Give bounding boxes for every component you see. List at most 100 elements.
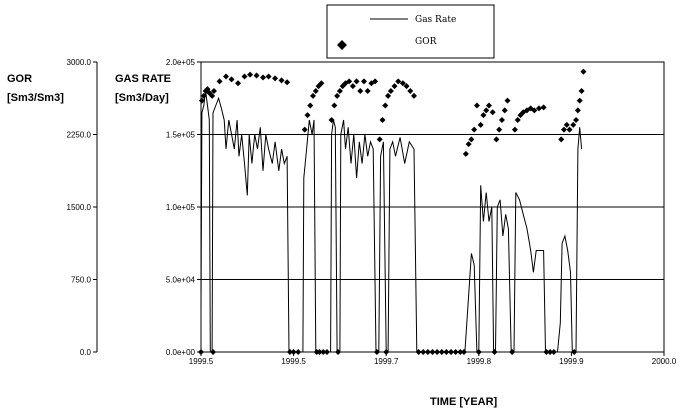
gor-point — [387, 88, 394, 94]
rate-tick-label-0: 2.0e+05 — [166, 58, 196, 67]
gor-point — [307, 102, 314, 109]
gor-point — [483, 107, 490, 114]
right-axis-title-line1: GAS RATE — [115, 73, 171, 85]
gor-point — [209, 92, 216, 99]
gor-point — [410, 92, 417, 99]
gor-point — [316, 349, 323, 355]
gor-point — [509, 349, 516, 355]
left-tick-label-4: 0.0 — [80, 348, 92, 357]
gor-point — [335, 349, 342, 355]
gor-point — [272, 75, 279, 82]
gor-point — [349, 83, 356, 90]
x-tick-label-3: 1999.8 — [467, 357, 492, 366]
gor-point — [241, 73, 248, 80]
gor-point — [382, 102, 389, 109]
gor-point — [543, 349, 550, 355]
gor-point — [489, 109, 496, 116]
left-axis-title-line2: [Sm3/Sm3] — [7, 92, 64, 104]
rate-tick-label-3: 5.0e+04 — [166, 276, 196, 285]
gor-point — [364, 88, 371, 94]
gor-point — [424, 349, 431, 355]
gor-point — [385, 92, 392, 99]
gor-point — [301, 126, 308, 133]
left-tick-label-3: 750.0 — [71, 276, 92, 285]
gor-point — [373, 349, 380, 355]
gor-point — [210, 349, 217, 355]
right-axis-title-line2: [Sm3/Day] — [115, 92, 169, 104]
gor-point — [574, 107, 581, 114]
gor-point — [323, 349, 330, 355]
gor-point — [468, 136, 475, 143]
gas-rate-series-line — [200, 90, 583, 353]
gor-point — [473, 102, 480, 109]
gor-point — [228, 76, 235, 83]
x-tick-label-1: 1999.5 — [281, 357, 306, 366]
gor-point — [540, 104, 547, 111]
gor-point — [253, 72, 260, 79]
gor-point — [485, 102, 492, 109]
rate-tick-label-2: 1.0e+05 — [166, 203, 196, 212]
gridlines — [201, 134, 664, 280]
gor-point — [336, 88, 343, 94]
gor-point — [391, 83, 398, 90]
legend-gor-marker — [337, 40, 347, 50]
x-axis-title: TIME [YEAR] — [430, 396, 498, 408]
gor-point — [278, 77, 285, 84]
gor-point — [547, 349, 554, 355]
gor-point — [443, 349, 450, 355]
gor-point — [415, 349, 422, 355]
gor-point — [376, 136, 383, 143]
gor-point — [477, 121, 484, 128]
gor-point — [346, 78, 353, 85]
gor-point — [471, 126, 478, 133]
gor-point — [372, 78, 379, 85]
gor-point — [573, 117, 580, 123]
gor-point — [535, 105, 542, 112]
gor-point — [304, 112, 311, 119]
gor-point — [496, 126, 503, 133]
gor-point — [501, 107, 508, 114]
gor-series-markers — [198, 68, 587, 355]
gor-point — [260, 74, 267, 81]
gor-point — [580, 68, 587, 75]
gor-point — [576, 97, 583, 104]
rate-tick-label-1: 1.5e+05 — [166, 131, 196, 140]
gor-point — [353, 78, 360, 85]
rate-tick-label-4: 0.0e+00 — [166, 348, 196, 357]
legend: Gas Rate GOR — [326, 4, 495, 59]
left-tick-label-2: 1500.0 — [67, 203, 92, 212]
gor-point — [550, 349, 557, 355]
gor-point — [493, 136, 500, 143]
gor-point — [448, 349, 455, 355]
gor-point — [235, 80, 242, 87]
gor-point — [462, 150, 469, 157]
gor-point — [403, 83, 410, 90]
gor-point — [434, 349, 441, 355]
gor-point — [284, 79, 291, 86]
gor-point — [247, 71, 254, 78]
gor-point — [383, 349, 390, 355]
gor-point — [514, 117, 521, 123]
gor-point — [504, 97, 511, 104]
left-tick-label-0: 3000.0 — [67, 58, 92, 67]
gor-point — [560, 126, 567, 133]
x-tick-label-5: 2000.0 — [652, 357, 677, 366]
gor-point — [286, 349, 293, 355]
gor-point — [290, 349, 297, 355]
gor-point — [265, 73, 272, 80]
gor-point — [460, 349, 467, 355]
gor-point — [407, 88, 414, 94]
gor-point — [570, 121, 577, 128]
gor-point — [198, 349, 204, 355]
gor-point — [310, 92, 317, 99]
gor-point — [331, 102, 338, 109]
legend-gor-label: GOR — [415, 37, 437, 47]
gor-point — [334, 92, 341, 99]
x-tick-label-0: 1999.5 — [189, 357, 214, 366]
gor-point — [395, 78, 402, 85]
gor-point — [198, 97, 205, 104]
legend-box — [326, 4, 495, 59]
gor-point — [429, 349, 436, 355]
x-tick-label-2: 1999.7 — [374, 357, 399, 366]
